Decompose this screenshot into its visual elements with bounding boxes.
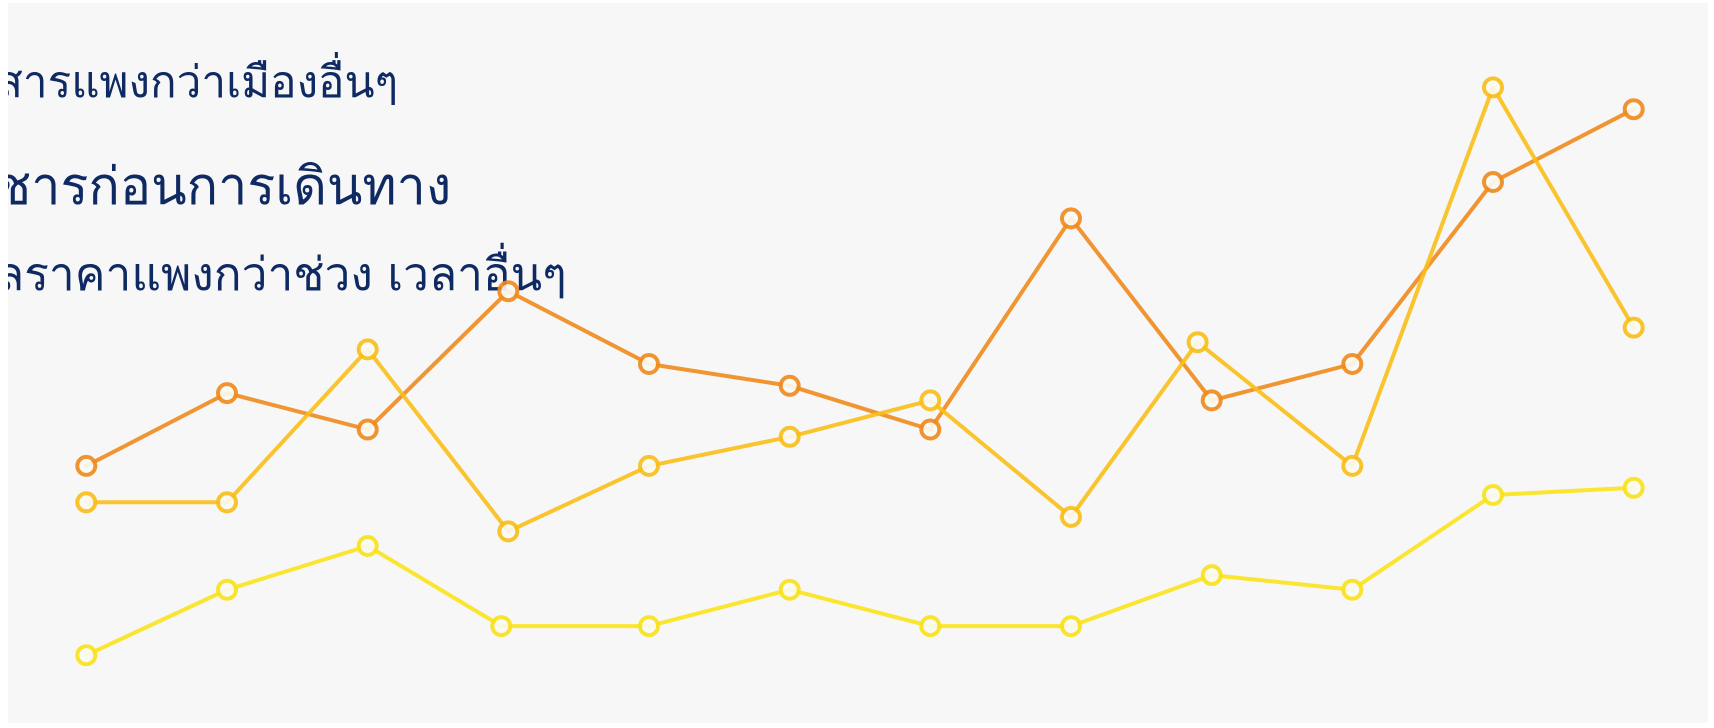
series-2-point-8 — [1060, 505, 1082, 528]
series-1-point-10 — [1341, 353, 1364, 375]
series-3-point-1 — [75, 644, 98, 667]
series-2 — [75, 76, 1645, 543]
series-2-point-6 — [778, 425, 801, 448]
series-3-point-7 — [919, 615, 942, 638]
series-1-point-12 — [1622, 98, 1645, 121]
series-1-point-6 — [778, 374, 801, 397]
series-1-point-4 — [497, 280, 520, 303]
caption-line-1: สารแพงกว่าเมืองอื่นๆ — [8, 57, 399, 108]
series-3-point-8 — [1060, 615, 1082, 638]
series-3-point-2 — [216, 578, 238, 601]
caption-line-3: ลราคาแพงกว่าช่วง เวลาอื่นๆ — [8, 247, 567, 301]
series-1-point-1 — [75, 454, 98, 477]
series-2-point-9 — [1186, 331, 1209, 354]
series-3-point-6 — [778, 578, 801, 601]
series-2-line — [84, 85, 1636, 534]
series-layer — [75, 76, 1645, 667]
series-2-point-5 — [638, 454, 660, 477]
chart-panel: สารแพงกว่าเมืองอื่นๆ ชารก่อนการเดินทาง ล… — [8, 3, 1708, 723]
series-3-point-11 — [1482, 484, 1504, 506]
series-2-point-3 — [356, 338, 379, 361]
series-3-point-5 — [638, 615, 660, 638]
series-2-point-2 — [216, 491, 238, 514]
series-1-point-8 — [1060, 207, 1082, 230]
series-3-line — [84, 485, 1636, 658]
series-1-point-9 — [1200, 389, 1223, 412]
series-1-line — [84, 107, 1636, 468]
series-3-point-9 — [1200, 564, 1223, 587]
series-3 — [75, 476, 1645, 667]
series-2-point-10 — [1341, 454, 1364, 477]
series-3-point-12 — [1622, 476, 1645, 499]
series-2-point-11 — [1482, 76, 1504, 99]
series-1-point-2 — [216, 382, 238, 405]
series-1-point-5 — [638, 353, 660, 375]
caption-line-2: ชารก่อนการเดินทาง — [8, 157, 452, 217]
series-3-point-4 — [490, 615, 513, 638]
series-1 — [75, 98, 1645, 477]
series-1-point-7 — [919, 418, 942, 441]
series-2-point-4 — [497, 520, 520, 543]
series-1-point-11 — [1482, 171, 1504, 193]
series-2-point-7 — [919, 389, 942, 412]
series-2-point-12 — [1622, 316, 1645, 339]
series-2-point-1 — [75, 491, 98, 514]
series-1-point-3 — [356, 418, 379, 441]
series-3-point-3 — [356, 535, 379, 557]
series-3-point-10 — [1341, 578, 1364, 601]
